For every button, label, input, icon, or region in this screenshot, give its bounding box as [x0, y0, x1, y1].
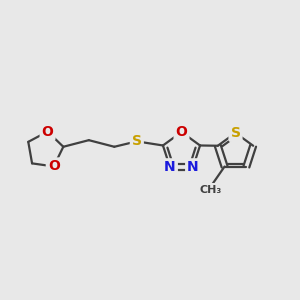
Text: S: S	[230, 126, 241, 140]
Text: N: N	[187, 160, 199, 174]
Text: CH₃: CH₃	[200, 184, 222, 195]
Text: O: O	[176, 125, 188, 139]
Text: O: O	[48, 159, 60, 173]
Text: S: S	[132, 134, 142, 148]
Text: N: N	[164, 160, 176, 174]
Text: O: O	[42, 124, 53, 139]
